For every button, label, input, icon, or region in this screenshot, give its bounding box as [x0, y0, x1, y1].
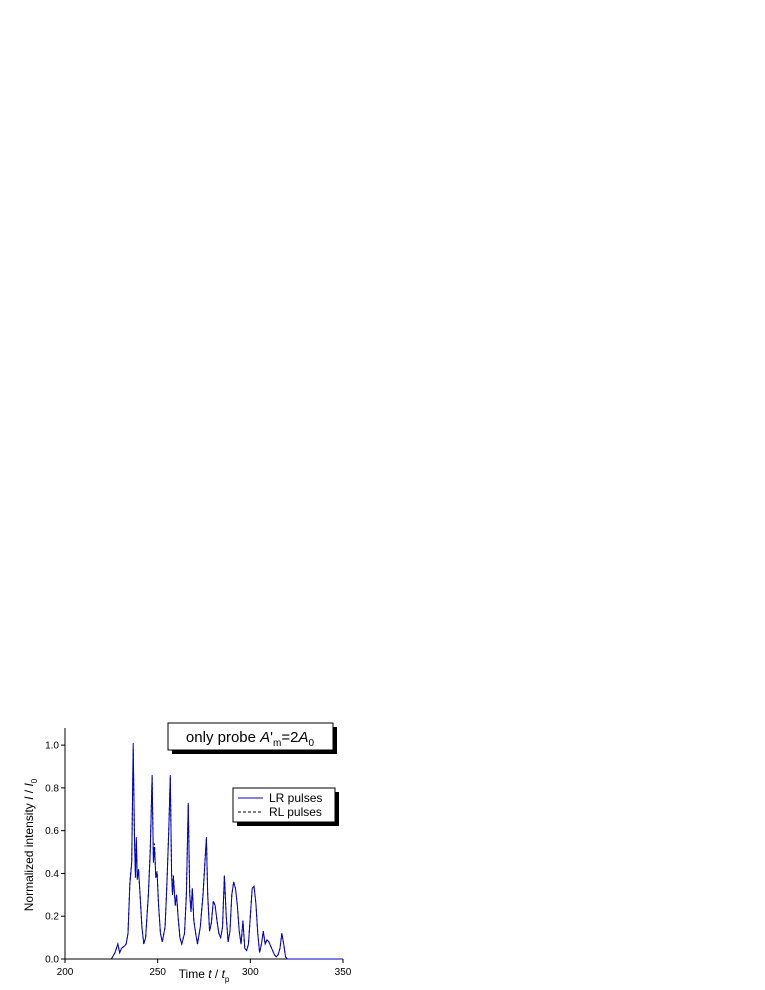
- annotation-text: A: [297, 729, 308, 746]
- y-tick-label: 0.4: [45, 869, 59, 880]
- annotation-text: m: [273, 738, 281, 749]
- y-tick-label: 0.0: [45, 955, 59, 966]
- x-tick-label: 250: [149, 967, 166, 978]
- annotation: only probe A'm=2A0: [186, 729, 315, 749]
- annotation-text: 0: [309, 738, 315, 749]
- x-label-text: t: [222, 967, 226, 981]
- x-label-text: /: [212, 967, 222, 981]
- x-label-text: Time: [179, 967, 209, 981]
- x-tick-label: 300: [242, 967, 259, 978]
- annotation-box: [167, 722, 334, 751]
- x-tick-label: 350: [335, 967, 352, 978]
- annotation-text: =2: [281, 729, 298, 746]
- x-label-text: p: [225, 975, 230, 984]
- y-tick-label: 1.0: [45, 741, 59, 752]
- legend-box: [232, 787, 336, 823]
- legend-label: RL pulses: [269, 805, 322, 819]
- y-label-text: Normalized intensity: [22, 800, 36, 911]
- y-tick-label: 0.2: [45, 912, 59, 923]
- x-tick-label: 200: [57, 967, 74, 978]
- y-tick-label: 0.8: [45, 783, 59, 794]
- annotation-text: ': [270, 729, 273, 746]
- annotation-text: A: [259, 729, 270, 746]
- y-label-text: I: [22, 783, 36, 787]
- data-line: [110, 742, 343, 960]
- annotation-text: only probe: [186, 729, 260, 746]
- x-axis-label: Time t / tp: [179, 967, 230, 984]
- y-tick-label: 0.6: [45, 826, 59, 837]
- x-label-text: t: [208, 967, 212, 981]
- y-label-text: I: [22, 796, 36, 800]
- y-label-text: 0: [30, 778, 39, 783]
- y-label-text: /: [22, 787, 36, 797]
- y-axis-label: Normalized intensity I / I0: [22, 778, 39, 911]
- legend-label: LR pulses: [269, 791, 322, 805]
